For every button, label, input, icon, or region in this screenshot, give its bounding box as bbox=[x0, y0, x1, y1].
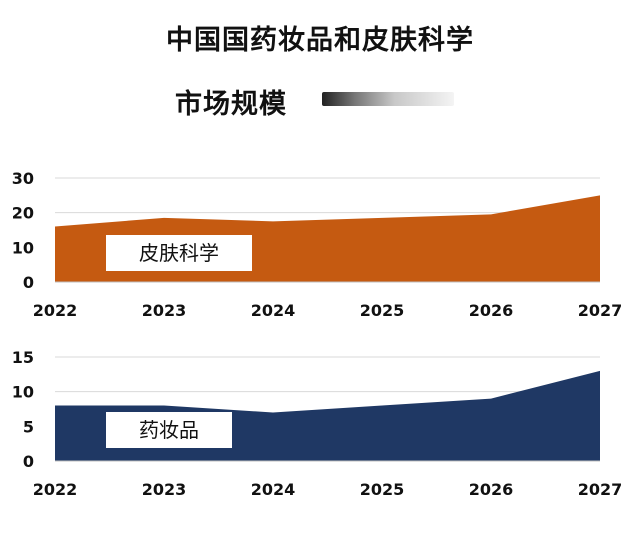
x-tick-label: 2023 bbox=[142, 480, 187, 499]
series-label-text: 药妆品 bbox=[139, 418, 199, 442]
x-tick-label: 2022 bbox=[33, 301, 78, 320]
series-label-box bbox=[106, 235, 252, 271]
y-tick-label: 30 bbox=[12, 169, 34, 188]
y-tick-label: 20 bbox=[12, 204, 34, 223]
x-tick-label: 2023 bbox=[142, 301, 187, 320]
x-tick-label: 2022 bbox=[33, 480, 78, 499]
x-tick-label: 2026 bbox=[469, 480, 514, 499]
x-tick-label: 2027 bbox=[578, 301, 623, 320]
chart-dermatology: 0 10 20 30 2022 2023 2024 2025 2026 2027 皮肤科学 bbox=[12, 169, 623, 320]
x-tick-label: 2026 bbox=[469, 301, 514, 320]
y-tick-label: 10 bbox=[12, 238, 34, 257]
y-tick-label: 10 bbox=[12, 383, 34, 402]
x-tick-label: 2025 bbox=[360, 301, 405, 320]
series-label-text: 皮肤科学 bbox=[139, 241, 219, 265]
x-tick-label: 2024 bbox=[251, 480, 296, 499]
y-tick-label: 0 bbox=[23, 273, 34, 292]
chart-title-line-1: 中国国药妆品和皮肤科学 bbox=[166, 25, 474, 56]
blurred-logo-smear bbox=[322, 92, 454, 106]
x-tick-label: 2024 bbox=[251, 301, 296, 320]
chart-title-line-2: 市场规模 bbox=[175, 89, 287, 120]
series-label-box bbox=[106, 412, 232, 448]
y-tick-label: 5 bbox=[23, 417, 34, 436]
chart-cosmeceuticals: 0 5 10 15 2022 2023 2024 2025 2026 2027 药妆品 bbox=[12, 348, 623, 499]
x-tick-label: 2027 bbox=[578, 480, 623, 499]
y-tick-label: 0 bbox=[23, 452, 34, 471]
x-tick-label: 2025 bbox=[360, 480, 405, 499]
y-tick-label: 15 bbox=[12, 348, 34, 367]
